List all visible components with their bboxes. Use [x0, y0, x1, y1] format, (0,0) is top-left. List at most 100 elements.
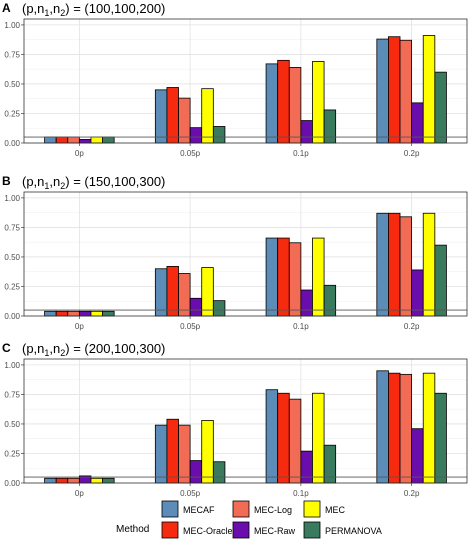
- title-sub-2: 2: [60, 181, 65, 191]
- bar-permanova-0p: [102, 310, 115, 317]
- y-tick-label: 0.75: [4, 390, 20, 399]
- x-tick-label: 0p: [75, 322, 84, 331]
- panel-title: (p,n1,n2) = (200,100,300): [22, 341, 165, 358]
- bar-mec-0p: [90, 136, 103, 144]
- bar-mec-raw-0.05p: [189, 297, 203, 317]
- bar-mecaf-0.1p: [265, 237, 279, 317]
- bar-mec-log-0.05p: [178, 97, 191, 144]
- title-sub-1: 1: [44, 348, 49, 358]
- legend: Method MECAF MEC-Log MEC MEC-Oracle MEC-Raw PE…: [116, 500, 382, 539]
- bar-mec-oracle-0p: [55, 310, 69, 317]
- plot-border: [23, 358, 468, 484]
- x-tick-label: 0.2p: [404, 149, 420, 158]
- bar-mec-0.05p: [201, 420, 214, 484]
- y-tick-label: 0.50: [4, 253, 20, 262]
- bar-mec-oracle-0p: [55, 136, 69, 144]
- x-tick-label: 0.1p: [293, 149, 309, 158]
- bar-mecaf-0.2p: [376, 370, 389, 484]
- x-tick-label: 0.05p: [180, 489, 201, 498]
- legend-label-mecaf: MECAF: [183, 505, 215, 515]
- panel-title: (p,n1,n2) = (100,100,200): [22, 1, 165, 18]
- title-suffix: ) = (150,100,300): [65, 174, 165, 189]
- legend-swatch-mec: [303, 500, 321, 518]
- bar-permanova-0.1p: [323, 284, 337, 317]
- x-tick-label: 0.05p: [180, 322, 201, 331]
- legend-swatch-mecaf: [161, 500, 179, 518]
- bar-mec-log-0.1p: [288, 67, 302, 144]
- y-tick-label: 0.75: [4, 223, 20, 232]
- title-sub-2: 2: [60, 348, 65, 358]
- title-prefix: (p,n: [22, 341, 44, 356]
- title-suffix: ) = (100,100,200): [65, 1, 165, 16]
- title-suffix: ) = (200,100,300): [65, 341, 165, 356]
- legend-swatch-mec-log: [232, 500, 250, 518]
- y-tick-label: 0.50: [4, 420, 20, 429]
- bar-mec-raw-0.1p: [300, 289, 313, 317]
- y-tick-label: 0.25: [4, 449, 20, 458]
- title-mid: ,n: [49, 174, 60, 189]
- title-mid: ,n: [49, 1, 60, 16]
- bar-mec-raw-0p: [78, 310, 92, 317]
- bar-mec-raw-0.2p: [411, 269, 424, 317]
- bar-mecaf-0p: [44, 136, 57, 144]
- title-mid: ,n: [49, 341, 60, 356]
- bar-mec-raw-0.05p: [189, 460, 203, 484]
- title-sub-2: 2: [60, 8, 65, 18]
- bar-mec-log-0.2p: [399, 216, 413, 317]
- bar-mec-0.2p: [422, 212, 436, 317]
- bar-mec-log-0.1p: [288, 398, 302, 484]
- bar-mec-raw-0p: [78, 139, 92, 144]
- bar-permanova-0.05p: [212, 126, 226, 144]
- bar-mec-log-0p: [67, 310, 80, 317]
- bar-permanova-0p: [102, 136, 115, 144]
- legend-swatch-permanova: [303, 521, 321, 539]
- bar-mec-raw-0.05p: [189, 127, 203, 144]
- bar-mec-log-0.05p: [178, 273, 191, 317]
- x-tick-label: 0p: [75, 489, 84, 498]
- bar-permanova-0.05p: [212, 300, 226, 317]
- legend-label-mec-oracle: MEC-Oracle: [183, 526, 233, 536]
- y-tick-label: 0.50: [4, 80, 20, 89]
- bar-mec-oracle-0.2p: [388, 372, 401, 484]
- legend-label-mec: MEC: [325, 505, 346, 515]
- bar-permanova-0.2p: [434, 392, 447, 484]
- bar-mec-log-0p: [67, 136, 80, 144]
- bar-mec-log-0.05p: [178, 424, 191, 484]
- x-tick-label: 0.1p: [293, 489, 309, 498]
- bar-mec-log-0.1p: [288, 242, 302, 317]
- panel-A: A (p,n1,n2) = (100,100,200) 0.00 0.25 0.50 0.…: [2, 1, 468, 158]
- y-tick-label: 0.00: [4, 312, 20, 321]
- bar-mec-oracle-0.2p: [388, 212, 401, 317]
- title-sub-1: 1: [44, 181, 49, 191]
- legend-label-permanova: PERMANOVA: [325, 526, 382, 536]
- x-tick-label: 0.1p: [293, 322, 309, 331]
- bar-mec-0.1p: [312, 61, 325, 144]
- bar-mec-oracle-0.1p: [277, 392, 290, 484]
- bar-mec-0.1p: [312, 237, 325, 317]
- x-tick-label: 0.2p: [404, 489, 420, 498]
- bar-permanova-0.1p: [323, 109, 337, 144]
- bar-mec-0.05p: [201, 88, 214, 144]
- x-tick-label: 0p: [75, 149, 84, 158]
- bar-permanova-0p: [102, 477, 115, 484]
- bar-mec-0.2p: [422, 372, 436, 484]
- bar-mec-log-0p: [67, 477, 80, 484]
- legend-label-mec-raw: MEC-Raw: [254, 526, 296, 536]
- bar-mec-oracle-0.1p: [277, 59, 290, 144]
- title-sub-1: 1: [44, 8, 49, 18]
- bar-mec-oracle-0p: [55, 477, 69, 484]
- panel-letter: A: [2, 1, 11, 15]
- bar-mec-raw-0.2p: [411, 428, 424, 484]
- bar-permanova-0.2p: [434, 71, 447, 144]
- y-tick-label: 0.25: [4, 109, 20, 118]
- y-tick-label: 1.00: [4, 21, 20, 30]
- bar-mec-raw-0.1p: [300, 450, 313, 484]
- bar-permanova-0.2p: [434, 244, 447, 317]
- legend-label-mec-log: MEC-Log: [254, 505, 292, 515]
- bar-mecaf-0.05p: [154, 268, 168, 317]
- legend-title: Method: [116, 524, 149, 535]
- y-tick-label: 0.25: [4, 282, 20, 291]
- bar-mecaf-0.05p: [154, 424, 168, 484]
